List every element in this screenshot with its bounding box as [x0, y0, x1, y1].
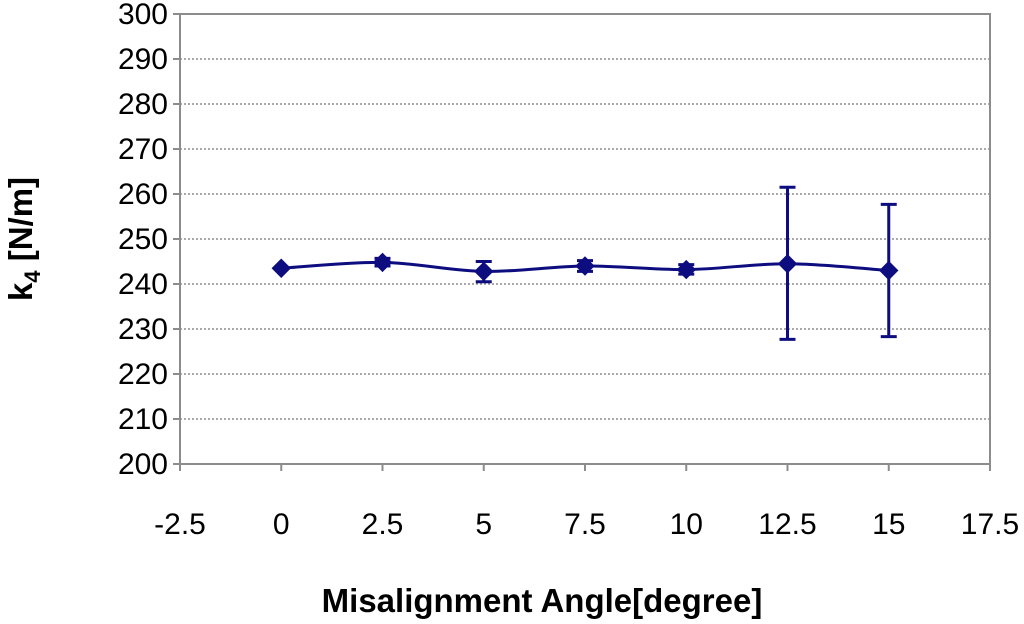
y-tick-label: 210: [118, 403, 168, 436]
gridlines: [180, 58, 990, 420]
y-axis-title-suffix: [N/m]: [2, 177, 39, 271]
y-tick-label: 290: [118, 43, 168, 76]
data-point-marker: [474, 261, 494, 282]
y-tick-label: 280: [118, 88, 168, 121]
x-tick-label: 10: [670, 508, 703, 541]
x-axis-title: Misalignment Angle[degree]: [322, 582, 763, 619]
x-tick-labels: -2.5 0 2.5 5 7.5 10 12.5 15 17.5: [154, 508, 1019, 541]
x-tick-label: -2.5: [154, 508, 206, 541]
y-tick-label: 240: [118, 268, 168, 301]
y-tick-label: 200: [118, 448, 168, 481]
x-tick-label: 15: [872, 508, 905, 541]
y-axis-title: k4 [N/m]: [2, 177, 45, 301]
data-point-marker: [676, 259, 696, 280]
y-tick-label: 230: [118, 313, 168, 346]
axes: [173, 13, 991, 471]
y-tick-label: 270: [118, 133, 168, 166]
data-point-marker: [271, 258, 291, 278]
y-tick-labels: 200 210 220 230 240 250 260 270 280 290 300: [118, 0, 168, 481]
x-tick-label: 0: [273, 508, 290, 541]
y-tick-label: 260: [118, 178, 168, 211]
y-axis-title-subscript: 4: [20, 270, 45, 283]
x-tick-label: 12.5: [758, 508, 816, 541]
data-point-marker: [575, 256, 595, 276]
x-tick-label: 2.5: [362, 508, 404, 541]
y-axis-title-main: k: [2, 282, 39, 301]
data-point-marker: [777, 254, 798, 274]
data-point-marker: [372, 252, 393, 273]
x-tick-label: 17.5: [961, 508, 1019, 541]
data-series: [271, 185, 899, 341]
data-point-marker: [879, 260, 899, 281]
x-tick-label: 7.5: [564, 508, 606, 541]
y-tick-label: 250: [118, 223, 168, 256]
y-tick-label: 220: [118, 358, 168, 391]
y-tick-label: 300: [118, 0, 168, 31]
x-tick-label: 5: [475, 508, 492, 541]
